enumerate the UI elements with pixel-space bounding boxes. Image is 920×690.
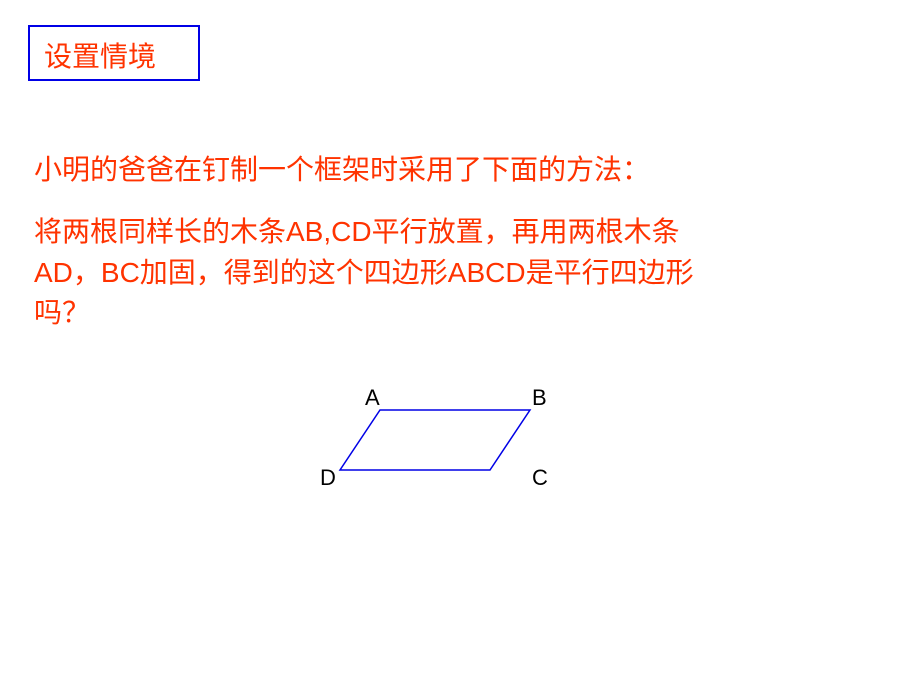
vertex-label-d: D bbox=[320, 465, 336, 491]
vertex-label-b: B bbox=[532, 385, 547, 411]
paragraph-2: 将两根同样长的木条AB,CD平行放置，再用两根木条AD，BC加固，得到的这个四边… bbox=[34, 212, 734, 334]
vertex-label-a: A bbox=[365, 385, 380, 411]
parallelogram-diagram: A B D C bbox=[320, 380, 580, 520]
vertex-label-c: C bbox=[532, 465, 548, 491]
slide-page: 设置情境 小明的爸爸在钉制一个框架时采用了下面的方法： 将两根同样长的木条AB,… bbox=[0, 0, 920, 690]
paragraph-1: 小明的爸爸在钉制一个框架时采用了下面的方法： bbox=[34, 150, 854, 191]
title-box: 设置情境 bbox=[28, 25, 200, 81]
title-text: 设置情境 bbox=[44, 41, 156, 72]
parallelogram-polygon bbox=[340, 410, 530, 470]
